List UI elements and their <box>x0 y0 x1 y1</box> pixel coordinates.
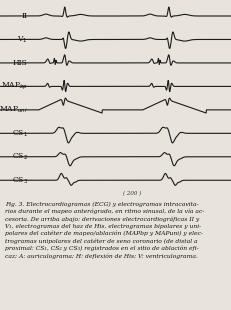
Text: ( 200 ): ( 200 ) <box>122 191 141 196</box>
Text: CS$_1$: CS$_1$ <box>12 128 28 139</box>
Text: MAP$_{bp}$: MAP$_{bp}$ <box>1 81 28 92</box>
Text: II: II <box>22 12 28 20</box>
Text: V$_1$: V$_1$ <box>17 34 28 45</box>
Text: Fig. 3. Electrocardiogramas (ECG) y electrogramas intracavita-
rios durante el m: Fig. 3. Electrocardiogramas (ECG) y elec… <box>5 202 204 259</box>
Text: HIS: HIS <box>13 59 28 67</box>
Text: CS$_2$: CS$_2$ <box>12 152 28 162</box>
Text: CS$_3$: CS$_3$ <box>12 175 28 185</box>
Text: MAP$_{uni}$: MAP$_{uni}$ <box>0 104 28 115</box>
